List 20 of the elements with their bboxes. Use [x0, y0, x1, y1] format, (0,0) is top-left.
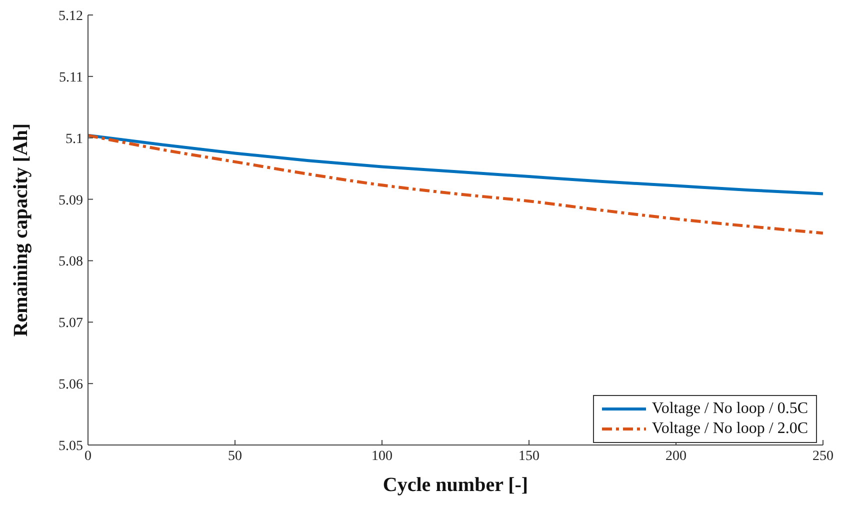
legend-label: Voltage / No loop / 0.5C	[652, 399, 808, 419]
x-tick-label: 100	[372, 448, 392, 464]
line-series	[88, 134, 823, 235]
x-axis-title: Cycle number [-]	[382, 474, 528, 496]
legend-label: Voltage / No loop / 2.0C	[652, 419, 808, 439]
x-tick-label: 150	[518, 448, 540, 464]
line-series	[88, 134, 823, 196]
y-axis-title: Remaining capacity [Ah]	[10, 123, 32, 337]
y-tick-label: 5.08	[58, 254, 83, 270]
x-tick-label: 200	[666, 448, 686, 464]
x-tick-label: 250	[812, 448, 834, 464]
y-tick-label: 5.12	[58, 8, 83, 24]
x-tick-label: 0	[84, 448, 92, 464]
y-tick-label: 5.07	[58, 316, 83, 332]
y-tick-label: 5.06	[58, 378, 83, 393]
y-tick-label: 5.09	[58, 193, 83, 208]
y-tick-label: 5.05	[58, 438, 83, 454]
y-tick-label: 5.1	[66, 132, 83, 147]
x-tick-label: 50	[228, 448, 242, 464]
y-tick-label: 5.11	[59, 70, 83, 86]
